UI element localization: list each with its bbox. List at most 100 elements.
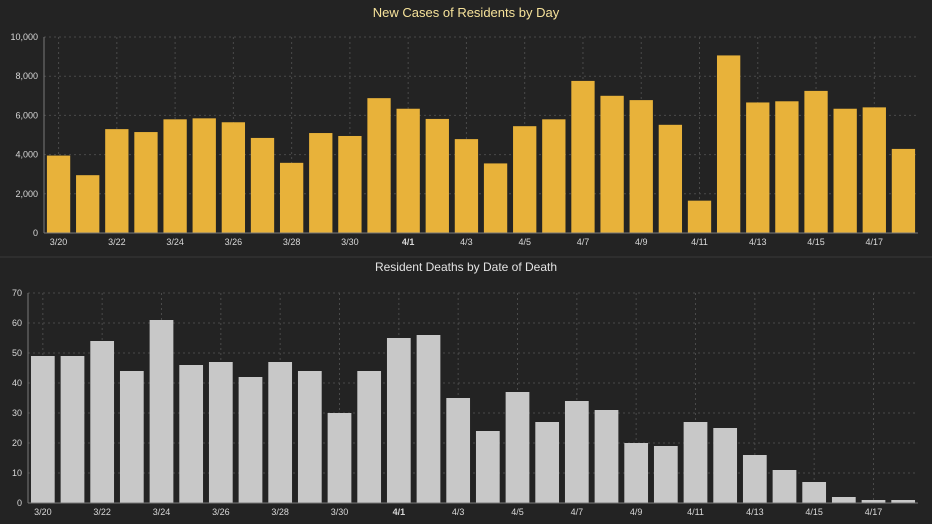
- cases-x-tick-label: 4/1: [402, 237, 415, 247]
- deaths-bar-4-8: [594, 410, 619, 503]
- deaths-bar-4-14: [772, 470, 797, 503]
- cases-x-tick-label: 4/9: [635, 237, 648, 247]
- deaths-bar-3-30: [327, 413, 352, 503]
- cases-bar-4-17: [862, 107, 886, 233]
- cases-y-tick-label: 4,000: [15, 150, 38, 160]
- deaths-bar-3-27: [238, 377, 263, 503]
- cases-bar-4-6: [542, 119, 566, 233]
- cases-bar-4-3: [454, 139, 479, 233]
- deaths-x-tick-label: 3/24: [153, 507, 171, 517]
- cases-x-tick-label: 3/26: [225, 237, 243, 247]
- deaths-y-tick-label: 0: [17, 498, 22, 508]
- deaths-bar-4-18: [891, 500, 916, 503]
- deaths-x-tick-label: 3/26: [212, 507, 230, 517]
- deaths-bar-4-10: [653, 446, 678, 503]
- deaths-bar-3-23: [119, 371, 144, 503]
- cases-bar-4-9: [629, 100, 653, 233]
- cases-y-tick-label: 10,000: [10, 32, 38, 42]
- cases-bar-3-27: [250, 137, 275, 233]
- cases-bar-4-13: [746, 102, 770, 234]
- deaths-bar-4-17: [861, 500, 886, 503]
- cases-bar-3-26: [221, 122, 246, 233]
- cases-bar-4-16: [833, 108, 857, 233]
- cases-bar-4-5: [513, 126, 537, 233]
- deaths-bar-4-4: [475, 431, 500, 503]
- cases-bar-3-31: [367, 98, 391, 233]
- cases-bar-4-15: [804, 90, 828, 234]
- deaths-y-tick-label: 20: [12, 438, 22, 448]
- deaths-bar-4-2: [416, 335, 441, 503]
- cases-x-tick-label: 3/30: [341, 237, 359, 247]
- cases-bar-3-30: [338, 135, 362, 233]
- deaths-x-tick-label: 3/30: [331, 507, 349, 517]
- deaths-x-tick-label: 3/22: [93, 507, 111, 517]
- cases-bar-3-22: [105, 129, 129, 233]
- deaths-bar-4-1: [386, 338, 411, 503]
- deaths-y-tick-label: 10: [12, 468, 22, 478]
- cases-x-tick-label: 4/7: [577, 237, 590, 247]
- cases-bar-4-1: [396, 108, 420, 233]
- deaths-x-tick-label: 4/3: [452, 507, 465, 517]
- deaths-y-tick-label: 40: [12, 378, 22, 388]
- cases-bar-3-23: [134, 132, 158, 233]
- deaths-y-tick-label: 30: [12, 408, 22, 418]
- deaths-x-tick-label: 4/9: [630, 507, 643, 517]
- deaths-bar-3-29: [297, 371, 322, 503]
- deaths-bar-4-13: [742, 455, 767, 503]
- cases-x-tick-label: 3/22: [108, 237, 126, 247]
- cases-bar-4-14: [775, 101, 799, 234]
- cases-y-tick-label: 0: [33, 228, 38, 238]
- cases-x-tick-label: 3/28: [283, 237, 301, 247]
- deaths-bar-4-9: [624, 443, 649, 503]
- cases-x-tick-label: 4/5: [518, 237, 531, 247]
- cases-bar-3-21: [76, 175, 100, 233]
- cases-bar-3-28: [279, 162, 304, 233]
- deaths-bar-3-24: [149, 320, 174, 503]
- cases-x-tick-label: 3/20: [50, 237, 68, 247]
- cases-y-tick-label: 6,000: [15, 110, 38, 120]
- deaths-y-tick-label: 60: [12, 318, 22, 328]
- cases-bar-3-20: [46, 155, 71, 233]
- deaths-chart-title: Resident Deaths by Date of Death: [375, 260, 557, 274]
- cases-bar-4-2: [425, 118, 449, 233]
- deaths-bar-4-12: [713, 428, 738, 503]
- deaths-bar-4-3: [446, 398, 471, 503]
- cases-bar-4-4: [483, 163, 508, 233]
- deaths-bar-3-31: [357, 371, 382, 503]
- deaths-y-tick-label: 70: [12, 288, 22, 298]
- deaths-x-tick-label: 4/5: [511, 507, 524, 517]
- cases-bar-4-11: [687, 200, 712, 233]
- deaths-bar-3-26: [208, 362, 233, 503]
- cases-x-tick-label: 4/11: [691, 237, 708, 247]
- cases-x-tick-label: 4/15: [807, 237, 825, 247]
- cases-bar-3-25: [192, 118, 216, 233]
- deaths-x-tick-label: 4/13: [746, 507, 764, 517]
- deaths-bar-4-5: [505, 392, 530, 503]
- deaths-x-tick-label: 4/7: [571, 507, 584, 517]
- deaths-bar-3-20: [30, 356, 55, 503]
- deaths-chart: 0 10 20 30 40 50 60 70 3/20 3/22 3/24 3/26 3/28 3/30 4…: [12, 288, 918, 517]
- cases-bar-4-10: [658, 124, 683, 233]
- cases-chart: 0 2,000 4,000 6,000 8,000 10,000 3/20 3/22 3/24 3…: [10, 32, 918, 247]
- cases-y-tick-label: 2,000: [15, 189, 38, 199]
- cases-chart-title: New Cases of Residents by Day: [373, 5, 560, 20]
- cases-x-tick-label: 4/3: [460, 237, 473, 247]
- cases-bar-4-12: [716, 55, 741, 234]
- deaths-bar-3-25: [179, 365, 204, 503]
- deaths-x-tick-label: 4/15: [805, 507, 823, 517]
- cases-x-tick-label: 3/24: [166, 237, 184, 247]
- cases-bar-4-18: [891, 148, 916, 233]
- deaths-bar-3-28: [268, 362, 293, 503]
- deaths-bar-3-22: [90, 341, 115, 503]
- cases-bar-4-8: [600, 95, 624, 233]
- deaths-bar-4-16: [831, 497, 856, 503]
- deaths-bar-3-21: [60, 356, 85, 503]
- deaths-x-tick-label: 4/17: [865, 507, 883, 517]
- cases-x-tick-label: 4/13: [749, 237, 767, 247]
- cases-bar-3-29: [309, 133, 333, 233]
- deaths-x-tick-label: 3/20: [34, 507, 52, 517]
- cases-x-tick-label: 4/17: [866, 237, 884, 247]
- cases-bar-4-7: [571, 80, 595, 234]
